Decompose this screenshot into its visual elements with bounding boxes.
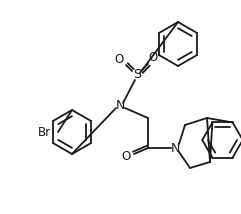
Text: N: N <box>115 98 125 111</box>
Text: S: S <box>133 68 141 82</box>
Text: O: O <box>121 150 131 162</box>
Text: Br: Br <box>37 125 51 138</box>
Text: O: O <box>148 51 158 64</box>
Text: N: N <box>170 141 180 155</box>
Text: O: O <box>114 52 124 65</box>
